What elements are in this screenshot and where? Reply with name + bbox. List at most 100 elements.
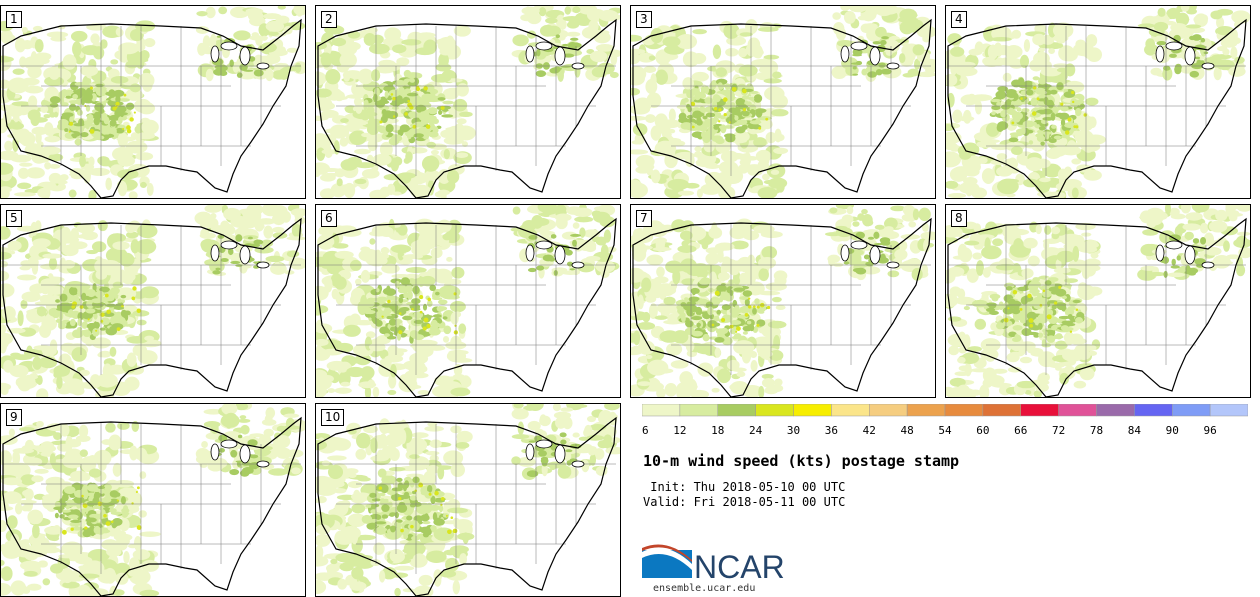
wind-field-blob bbox=[19, 162, 33, 167]
wind-field-blob bbox=[369, 118, 381, 126]
wind-field-blob bbox=[119, 108, 125, 118]
wind-field-blob bbox=[676, 386, 692, 397]
wind-field-blob bbox=[741, 95, 750, 100]
wind-field-blob bbox=[392, 115, 396, 118]
wind-field-blob bbox=[257, 43, 277, 53]
wind-field-blob bbox=[441, 114, 454, 118]
wind-field-blob bbox=[1011, 146, 1023, 156]
postage-stamp-panel: 2 bbox=[315, 5, 621, 199]
wind-field-blob bbox=[360, 269, 371, 283]
wind-field-blob bbox=[374, 435, 386, 444]
wind-field-blob bbox=[1199, 222, 1209, 234]
wind-field-blob bbox=[1058, 112, 1070, 120]
wind-field-blob bbox=[1005, 286, 1013, 291]
wind-field-blob bbox=[721, 336, 733, 346]
wind-field-blob bbox=[354, 178, 367, 185]
wind-field-blob bbox=[744, 313, 749, 317]
wind-field-blob bbox=[966, 268, 979, 283]
wind-field-blob bbox=[451, 266, 465, 279]
wind-field-blob bbox=[70, 30, 88, 42]
wind-field-blob bbox=[758, 126, 762, 130]
wind-field-blob bbox=[395, 318, 400, 328]
wind-field-blob bbox=[104, 568, 114, 581]
wind-field-blob bbox=[686, 265, 705, 277]
wind-field-blob bbox=[685, 340, 695, 352]
wind-field-blob bbox=[1052, 22, 1074, 39]
wind-field-blob bbox=[1007, 307, 1010, 310]
wind-field-blob bbox=[91, 337, 111, 349]
wind-field-blob bbox=[24, 498, 34, 512]
wind-field-blob bbox=[316, 338, 329, 346]
wind-field-blob bbox=[1, 187, 10, 198]
wind-field-blob bbox=[1032, 76, 1040, 81]
wind-field-blob bbox=[1042, 289, 1046, 293]
great-lake bbox=[210, 45, 220, 63]
wind-field-blob bbox=[321, 348, 344, 356]
wind-field-blob bbox=[446, 256, 453, 262]
wind-field-blob bbox=[957, 384, 970, 396]
wind-field-blob bbox=[265, 20, 285, 32]
wind-field-blob bbox=[7, 133, 23, 139]
wind-field-blob bbox=[97, 501, 103, 507]
wind-field-blob bbox=[1140, 265, 1159, 271]
wind-field-blob bbox=[387, 389, 397, 396]
wind-field-blob bbox=[316, 433, 331, 440]
wind-field-blob bbox=[69, 103, 77, 111]
wind-field-blob bbox=[114, 294, 119, 299]
wind-field-blob bbox=[81, 292, 87, 302]
wind-field-blob bbox=[412, 124, 417, 129]
wind-field-blob bbox=[637, 294, 644, 310]
wind-field-blob bbox=[643, 65, 657, 73]
wind-field-blob bbox=[141, 559, 159, 572]
wind-field-blob bbox=[562, 16, 582, 22]
wind-field-blob bbox=[99, 487, 105, 494]
wind-field-blob bbox=[415, 104, 427, 112]
wind-field-blob bbox=[355, 162, 375, 169]
wind-field-blob bbox=[863, 254, 870, 260]
wind-field-blob bbox=[207, 460, 224, 472]
wind-field-blob bbox=[3, 111, 12, 124]
wind-field-blob bbox=[735, 126, 746, 134]
wind-field-blob bbox=[396, 332, 402, 341]
wind-field-blob bbox=[138, 50, 150, 61]
great-lake bbox=[1201, 62, 1215, 70]
wind-field-blob bbox=[666, 342, 683, 356]
wind-field-blob bbox=[632, 123, 648, 136]
wind-field-blob bbox=[103, 483, 112, 491]
wind-field-blob bbox=[403, 540, 426, 557]
wind-field-blob bbox=[392, 44, 407, 54]
wind-field-blob bbox=[972, 299, 988, 308]
wind-field-blob bbox=[430, 319, 438, 328]
great-lake bbox=[256, 460, 270, 468]
wind-field-blob bbox=[230, 449, 238, 458]
wind-field-blob bbox=[1030, 97, 1038, 107]
wind-field-blob bbox=[294, 62, 302, 73]
wind-field-blob bbox=[237, 418, 251, 423]
wind-field-blob bbox=[542, 254, 554, 262]
wind-field-blob bbox=[91, 241, 107, 253]
postage-stamp-panel: 8 bbox=[945, 204, 1251, 398]
wind-field-blob bbox=[1, 306, 16, 321]
wind-field-blob bbox=[317, 234, 335, 250]
wind-field-blob bbox=[690, 287, 700, 294]
wind-field-blob bbox=[28, 535, 37, 545]
wind-field-blob bbox=[62, 453, 84, 469]
wind-field-blob bbox=[735, 330, 738, 333]
wind-field-blob bbox=[127, 544, 138, 549]
wind-field-blob bbox=[961, 334, 971, 348]
wind-field-blob bbox=[379, 141, 393, 158]
wind-field-blob bbox=[974, 318, 987, 330]
wind-field-blob bbox=[773, 334, 781, 350]
wind-field-blob bbox=[428, 327, 441, 336]
wind-field-blob bbox=[437, 97, 446, 101]
wind-field-blob bbox=[131, 296, 136, 301]
wind-field-blob bbox=[1059, 372, 1070, 385]
wind-field-blob bbox=[1055, 259, 1062, 270]
wind-field-blob bbox=[43, 114, 51, 119]
wind-field-blob bbox=[283, 413, 300, 418]
wind-field-blob bbox=[404, 112, 408, 116]
wind-field-blob bbox=[364, 310, 376, 315]
wind-field-blob bbox=[946, 142, 958, 151]
wind-field-blob bbox=[218, 6, 228, 15]
wind-field-blob bbox=[98, 108, 105, 114]
